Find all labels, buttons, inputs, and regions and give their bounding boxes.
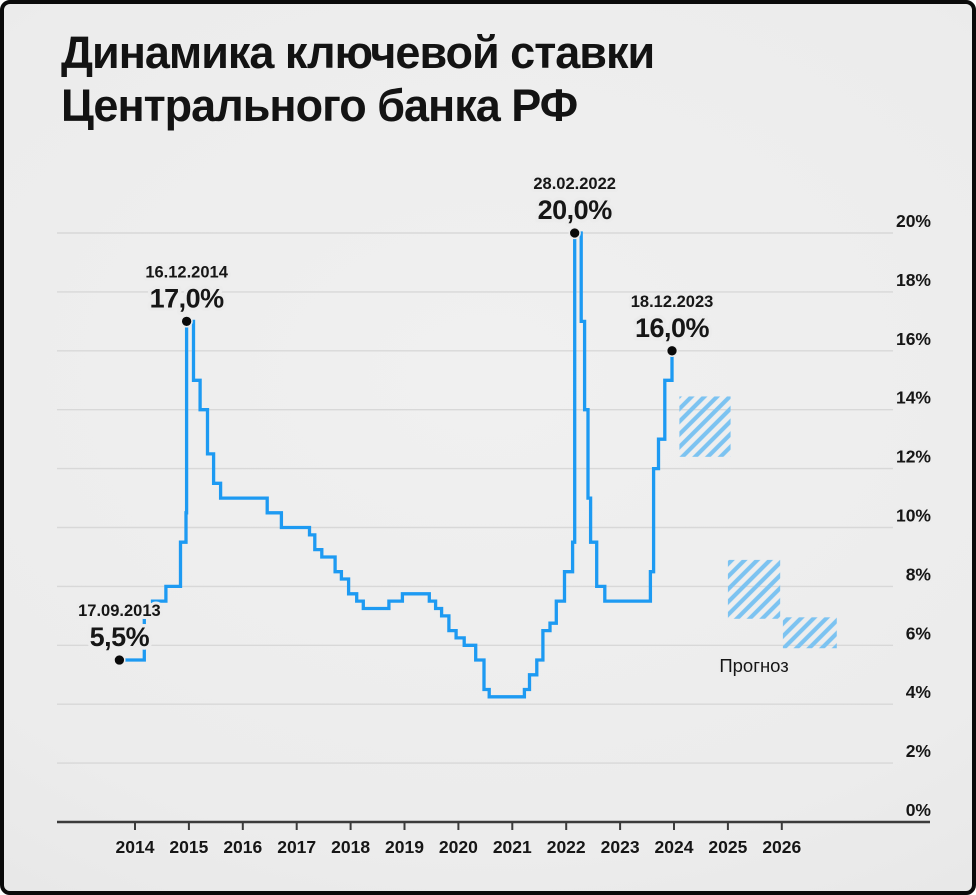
x-tick-label: 2015 bbox=[169, 837, 208, 857]
y-tick-label: 4% bbox=[906, 682, 932, 702]
y-tick-label: 6% bbox=[906, 623, 932, 643]
data-point-marker bbox=[568, 226, 581, 240]
y-tick-label: 18% bbox=[896, 270, 931, 290]
x-tick-label: 2021 bbox=[493, 837, 532, 857]
annotation-date: 16.12.2014 bbox=[145, 263, 228, 281]
x-tick-label: 2019 bbox=[385, 837, 424, 857]
y-tick-label: 8% bbox=[906, 564, 932, 584]
chart-title-line2: Центрального банка РФ bbox=[61, 80, 578, 131]
x-tick-label: 2023 bbox=[601, 837, 640, 857]
x-tick-label: 2025 bbox=[708, 837, 747, 857]
data-point-marker bbox=[665, 344, 679, 357]
y-tick-label: 16% bbox=[896, 329, 931, 349]
data-point-marker bbox=[180, 315, 193, 328]
key-rate-line bbox=[119, 231, 674, 699]
annotation-value: 5,5% bbox=[90, 622, 150, 652]
annotation-date: 18.12.2023 bbox=[631, 293, 714, 311]
annotation-value: 17,0% bbox=[150, 283, 225, 313]
data-point-marker bbox=[113, 653, 126, 667]
y-tick-label: 12% bbox=[896, 447, 931, 467]
forecast-label: Прогноз bbox=[719, 655, 788, 676]
x-tick-label: 2024 bbox=[655, 837, 694, 857]
y-tick-label: 20% bbox=[896, 211, 931, 231]
x-tick-label: 2016 bbox=[223, 837, 262, 857]
x-tick-label: 2020 bbox=[439, 837, 478, 857]
annotation-date: 28.02.2022 bbox=[533, 175, 616, 193]
x-tick-label: 2026 bbox=[762, 837, 801, 857]
y-tick-label: 2% bbox=[906, 741, 932, 761]
annotation-date: 17.09.2013 bbox=[78, 602, 161, 620]
y-tick-label: 10% bbox=[896, 506, 931, 526]
forecast-box-2024 bbox=[679, 396, 731, 457]
forecast-box-2025 bbox=[727, 559, 781, 619]
chart-title-line1: Динамика ключевой ставки bbox=[61, 27, 655, 78]
x-tick-label: 2014 bbox=[116, 837, 155, 857]
y-tick-label: 14% bbox=[896, 388, 931, 408]
y-tick-label: 0% bbox=[906, 800, 932, 820]
x-tick-label: 2017 bbox=[277, 837, 316, 857]
forecast-box-2026 bbox=[782, 617, 837, 649]
x-tick-label: 2022 bbox=[547, 837, 586, 857]
x-tick-label: 2018 bbox=[331, 837, 370, 857]
chart-title: Динамика ключевой ставки Центрального ба… bbox=[61, 26, 655, 132]
annotation-value: 20,0% bbox=[538, 195, 613, 225]
annotation-value: 16,0% bbox=[635, 313, 710, 343]
